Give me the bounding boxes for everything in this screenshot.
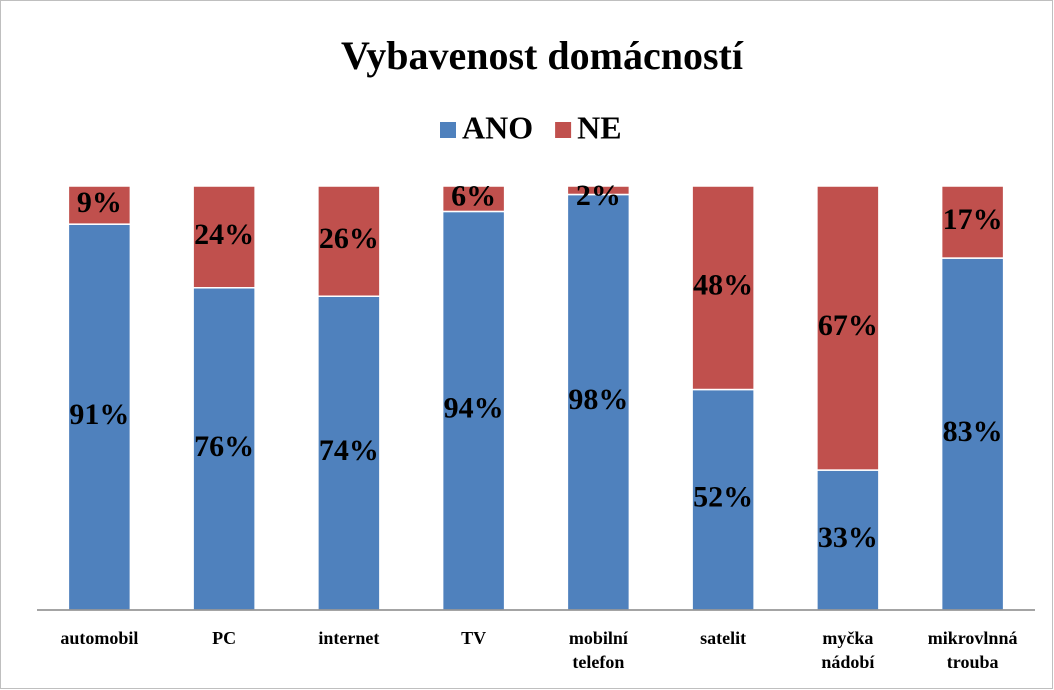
bar-segment — [691, 185, 755, 391]
x-tick-label: automobil — [60, 628, 138, 648]
data-label: 98% — [568, 383, 628, 416]
bar-segment — [566, 185, 631, 196]
x-tick-label: myčka nádobí — [821, 628, 875, 672]
x-tick-label: internet — [318, 628, 379, 648]
data-label: 9% — [77, 186, 122, 219]
bar-segment — [940, 185, 1005, 259]
x-tick-label: TV — [461, 628, 486, 648]
data-label: 76% — [194, 430, 254, 463]
chart-title: Vybavenost domácností — [341, 33, 744, 78]
data-label: 17% — [943, 203, 1003, 236]
data-label: 48% — [693, 269, 753, 302]
data-label: 24% — [194, 218, 254, 251]
legend-swatch — [440, 122, 456, 138]
x-tick-label: mikrovlnná trouba — [928, 628, 1018, 672]
bar-segment — [691, 388, 755, 611]
data-label: 74% — [319, 434, 379, 467]
data-label: 91% — [69, 398, 129, 431]
x-tick-label: PC — [212, 628, 236, 648]
data-label: 26% — [319, 222, 379, 255]
data-label: 6% — [451, 180, 496, 213]
x-tick-label: mobilní telefon — [569, 628, 629, 672]
legend-swatch — [555, 122, 572, 138]
bar-segment — [317, 185, 381, 297]
data-label: 94% — [444, 392, 504, 425]
bar-segment — [816, 469, 880, 611]
data-label: 83% — [943, 415, 1003, 448]
bar-segment — [192, 185, 256, 289]
data-label: 67% — [818, 309, 878, 342]
legend-label: ANO — [462, 109, 533, 145]
x-tick-label: satelit — [700, 628, 746, 648]
bar-segment — [67, 223, 132, 611]
bar-segment — [816, 185, 880, 471]
bar-segment — [940, 257, 1005, 611]
bar-segment — [441, 185, 506, 213]
data-label: 2% — [576, 179, 621, 212]
data-label: 33% — [818, 521, 878, 554]
legend-label: NE — [577, 109, 621, 145]
data-label: 52% — [693, 481, 753, 514]
bar-segment — [67, 185, 132, 225]
